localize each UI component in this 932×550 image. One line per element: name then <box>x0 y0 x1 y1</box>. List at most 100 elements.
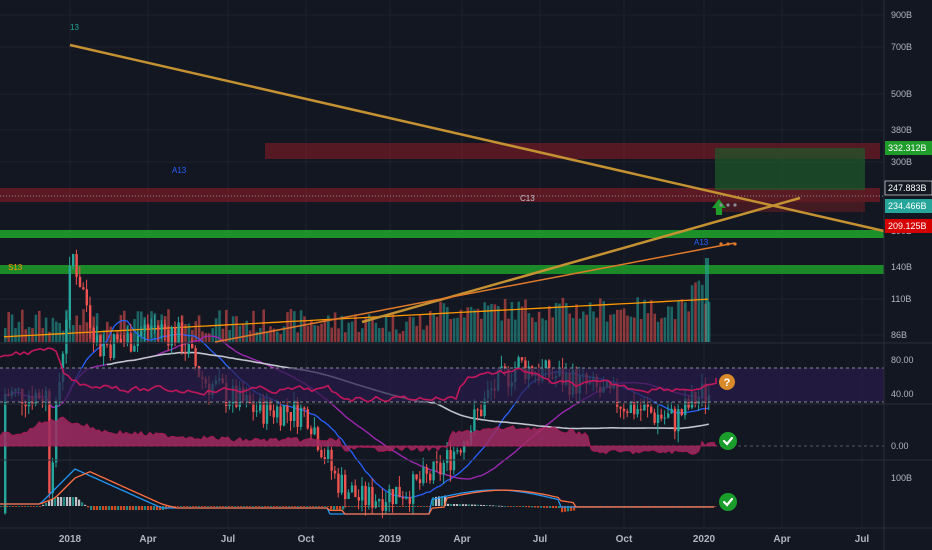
candle-body <box>24 404 27 407</box>
candle-body <box>629 402 632 413</box>
macd-histogram-bar <box>183 506 186 507</box>
candle-body <box>684 398 687 416</box>
macd-histogram-bar <box>342 506 345 510</box>
volume-bar <box>136 311 140 342</box>
macd-histogram-bar <box>18 506 21 507</box>
candle-body <box>133 345 136 352</box>
volume-bar <box>459 309 463 342</box>
volume-bar <box>225 309 228 342</box>
check-icon[interactable] <box>719 493 737 511</box>
volume-bar <box>106 321 109 342</box>
projection-dot <box>719 242 723 246</box>
candle-body <box>374 501 377 508</box>
macd-histogram-bar <box>60 497 63 506</box>
macd-histogram-bar <box>264 506 267 507</box>
volume-bar <box>51 317 55 342</box>
volume-bar <box>82 309 85 342</box>
volume-bar <box>435 316 439 342</box>
macd-histogram-bar <box>33 506 36 507</box>
candle-body <box>350 485 354 493</box>
volume-bar <box>340 315 344 342</box>
volume-bar <box>78 325 82 342</box>
macd-histogram-bar <box>276 506 279 507</box>
volume-bar <box>418 314 422 342</box>
volume-bar <box>667 306 670 342</box>
volume-bar <box>514 319 517 342</box>
macd-histogram-bar <box>135 506 138 511</box>
macd-histogram-bar <box>399 506 402 507</box>
check-icon[interactable] <box>719 432 737 450</box>
candle-body <box>167 329 170 346</box>
candle-body <box>650 406 653 413</box>
rsi-tick-label: 40.00 <box>891 389 914 399</box>
macd-histogram-bar <box>411 506 414 507</box>
volume-bar <box>61 330 65 342</box>
volume-bar <box>337 328 340 342</box>
price-tag-label: 209.125B <box>888 221 927 231</box>
volume-bar <box>646 313 650 342</box>
candle-body <box>265 399 269 424</box>
candle-body <box>65 319 68 354</box>
macd-histogram-bar <box>3 506 6 507</box>
macd-histogram-bar <box>426 506 429 507</box>
rsi-band <box>0 368 884 402</box>
macd-histogram-bar <box>219 506 222 507</box>
candle-body <box>78 276 82 288</box>
volume-bar <box>14 328 17 342</box>
macd-histogram-bar <box>453 503 456 506</box>
volume-bar <box>242 324 245 342</box>
macd-histogram-bar <box>108 506 111 511</box>
candle-body <box>99 335 102 357</box>
volume-bar <box>558 303 561 342</box>
price-tick-label: 300B <box>891 157 912 167</box>
macd-histogram-bar <box>192 506 195 507</box>
oscillator-pane <box>0 416 884 455</box>
volume-bar <box>701 284 704 342</box>
macd-histogram-bar <box>105 506 108 511</box>
macd-histogram-bar <box>507 506 510 507</box>
macd-histogram-bar <box>255 506 258 507</box>
candle-body <box>51 462 54 494</box>
candle-body <box>401 497 405 499</box>
signal-icons[interactable]: ? <box>712 199 737 511</box>
macd-histogram-bar <box>132 506 135 511</box>
candle-body <box>153 325 156 327</box>
volume-bar <box>490 303 493 342</box>
arrow-up-icon[interactable] <box>712 199 726 215</box>
macd-histogram-bar <box>297 506 300 507</box>
volume-bar <box>34 314 38 342</box>
macd-histogram-bar <box>174 506 177 507</box>
volume-bar <box>541 318 544 342</box>
volume-bar <box>476 308 480 342</box>
volume-bar <box>473 309 476 342</box>
volume-bar <box>612 314 616 342</box>
macd-histogram-bar <box>459 504 462 506</box>
volume-bar <box>228 330 231 342</box>
macd-histogram-bar <box>240 506 243 507</box>
candle-body <box>476 409 479 411</box>
volume-bar <box>677 300 680 342</box>
question-icon[interactable] <box>719 374 735 390</box>
macd-histogram-bar <box>195 506 198 507</box>
volume-bar <box>354 314 357 342</box>
candle-body <box>354 485 357 498</box>
macd-histogram-bar <box>423 506 426 507</box>
candle-body <box>680 409 683 416</box>
volume-bar <box>412 317 415 342</box>
macd-histogram-bar <box>126 506 129 511</box>
volume-bar <box>371 319 374 342</box>
candle-body <box>146 324 150 330</box>
volume-bar <box>361 328 364 342</box>
macd-histogram-bar <box>249 506 252 507</box>
candle-body <box>303 407 306 410</box>
volume-bar <box>554 302 558 342</box>
volume-bar <box>697 280 701 342</box>
candle-body <box>378 499 381 502</box>
projection-dot <box>733 242 737 246</box>
volume-bar <box>643 299 646 342</box>
candle-body <box>636 409 639 415</box>
macd-histogram-bar <box>12 506 15 507</box>
volume-bar <box>561 297 565 342</box>
